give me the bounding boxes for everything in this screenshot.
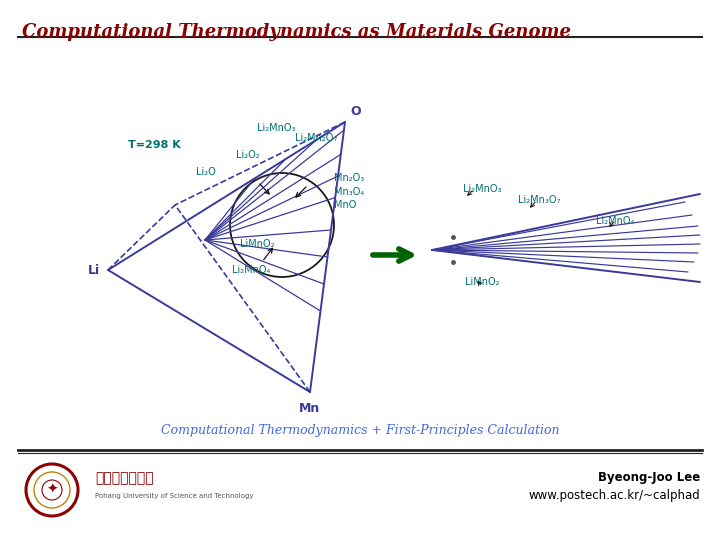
Text: ✦: ✦ [46, 483, 58, 497]
Text: Mn₃O₄: Mn₃O₄ [334, 187, 364, 197]
Text: Li₂Mn₃O₇: Li₂Mn₃O₇ [518, 195, 560, 205]
Text: Li₂O₂: Li₂O₂ [236, 150, 260, 160]
Text: Mn₂O₃: Mn₂O₃ [334, 173, 364, 183]
Text: 포항공과대학교: 포항공과대학교 [95, 471, 153, 485]
Text: Li₂MnO₄: Li₂MnO₄ [596, 216, 634, 226]
Text: Li₂MnO₃: Li₂MnO₃ [257, 123, 295, 133]
Text: O: O [350, 105, 361, 118]
Text: Li₂MnO₃: Li₂MnO₃ [463, 184, 502, 194]
Text: Li₂Mn₂O₇: Li₂Mn₂O₇ [295, 133, 337, 143]
Text: Computational Thermodynamics + First-Principles Calculation: Computational Thermodynamics + First-Pri… [161, 424, 559, 437]
Text: LiMnO₂: LiMnO₂ [240, 239, 274, 249]
Text: Li: Li [88, 264, 100, 276]
Text: Pohang University of Science and Technology: Pohang University of Science and Technol… [95, 493, 253, 499]
Text: Mn: Mn [300, 402, 320, 415]
Text: www.postech.ac.kr/~calphad: www.postech.ac.kr/~calphad [528, 489, 700, 503]
Text: Byeong-Joo Lee: Byeong-Joo Lee [598, 471, 700, 484]
Text: Li₂MnO₄: Li₂MnO₄ [232, 265, 271, 275]
Text: Computational Thermodynamics as Materials Genome: Computational Thermodynamics as Material… [22, 23, 571, 41]
Text: MnO: MnO [334, 200, 356, 210]
Text: T=298 K: T=298 K [128, 140, 181, 150]
Text: LiMnO₂: LiMnO₂ [465, 277, 500, 287]
Text: Li₂O: Li₂O [196, 167, 216, 177]
